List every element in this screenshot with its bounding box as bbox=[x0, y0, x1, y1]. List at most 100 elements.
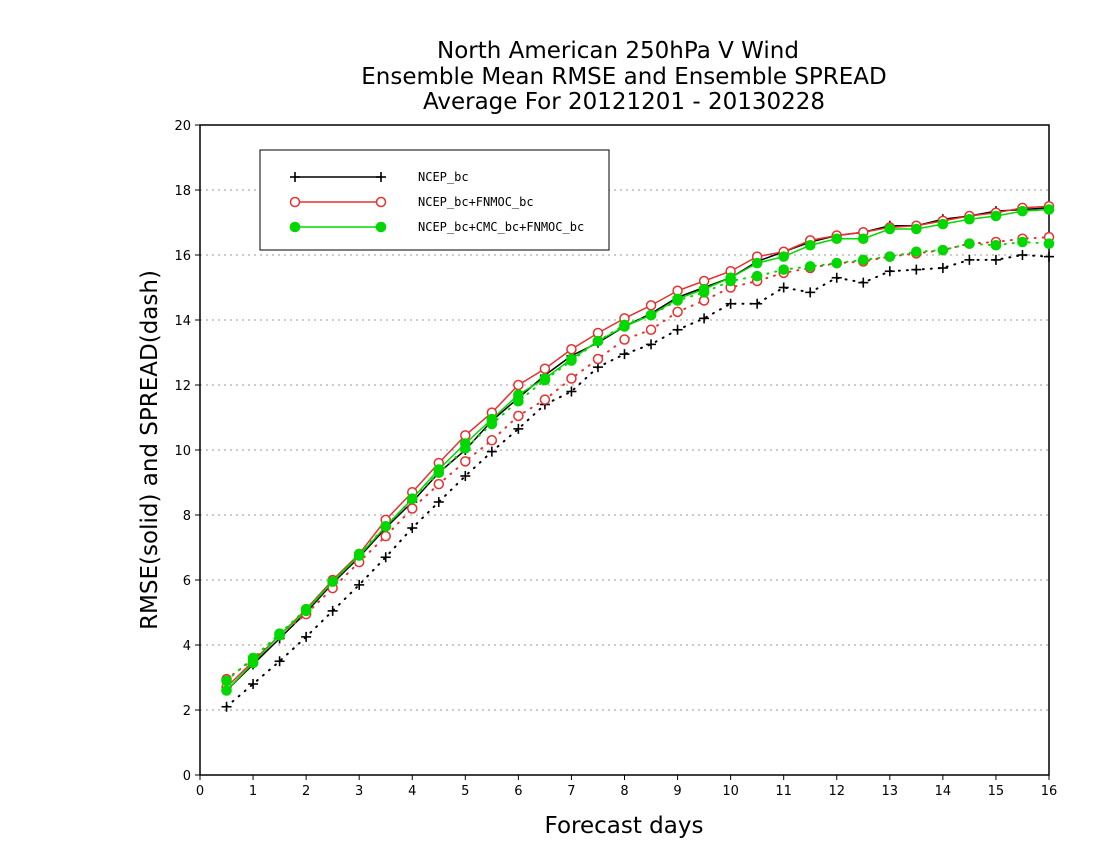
spread-point bbox=[354, 579, 365, 590]
rmse-point bbox=[964, 213, 975, 225]
rmse-point bbox=[672, 293, 683, 305]
legend-marker bbox=[290, 172, 300, 182]
spread-point bbox=[380, 552, 391, 563]
spread-point bbox=[964, 254, 975, 265]
rmse-point bbox=[460, 438, 471, 449]
spread-point bbox=[672, 306, 683, 318]
y-tick-label: 2 bbox=[183, 704, 191, 719]
rmse-point bbox=[327, 576, 338, 587]
y-tick-label: 20 bbox=[174, 119, 191, 134]
spread-point bbox=[1017, 236, 1028, 248]
series-2 bbox=[221, 204, 1055, 696]
rmse-point bbox=[353, 550, 365, 561]
grid bbox=[200, 189, 1049, 711]
spread-point bbox=[433, 478, 445, 490]
rmse-point bbox=[221, 685, 232, 696]
spread-point bbox=[804, 261, 816, 272]
rmse-point bbox=[513, 379, 524, 391]
spread-point bbox=[486, 435, 498, 446]
spread-point bbox=[645, 324, 657, 335]
legend-label: NCEP_bc bbox=[418, 170, 469, 184]
legend: NCEP_bc NCEP_bc+FNMOC_bc NCEP_bc+CMC_bc+FN… bbox=[259, 149, 610, 251]
spread-point bbox=[990, 254, 1001, 265]
series-0 bbox=[221, 202, 1054, 712]
legend-marker bbox=[375, 221, 387, 233]
spread-point bbox=[513, 410, 524, 422]
rmse-line bbox=[225, 208, 1050, 692]
rmse-point bbox=[486, 413, 498, 425]
rmse-point bbox=[831, 233, 843, 245]
spread-point bbox=[460, 456, 471, 467]
spread-point bbox=[884, 251, 896, 262]
legend-marker bbox=[376, 172, 386, 182]
spread-point bbox=[248, 679, 259, 689]
x-tick-label: 11 bbox=[775, 784, 792, 799]
spread-line bbox=[225, 236, 1050, 681]
spread-point bbox=[990, 239, 1002, 251]
title-line-1: North American 250hPa V Wind bbox=[437, 38, 799, 64]
legend-item-2: NCEP_bc+CMC_bc+FNMOC_bc bbox=[289, 220, 584, 234]
spread-point bbox=[619, 349, 630, 360]
spread-point bbox=[911, 264, 922, 275]
spread-point bbox=[619, 334, 630, 345]
y-tick-label: 16 bbox=[174, 249, 191, 264]
rmse-point bbox=[433, 464, 445, 475]
spread-point bbox=[460, 471, 471, 481]
legend-label: NCEP_bc+FNMOC_bc bbox=[418, 195, 534, 209]
rmse-line bbox=[226, 205, 1050, 688]
rmse-point bbox=[380, 521, 392, 532]
x-tick-label: 4 bbox=[408, 784, 416, 799]
spread-line bbox=[225, 253, 1050, 708]
rmse-point bbox=[645, 300, 657, 311]
spread-point bbox=[752, 298, 763, 309]
spread-point bbox=[725, 298, 736, 309]
spread-point bbox=[778, 282, 789, 293]
rmse-point bbox=[406, 493, 418, 505]
spread-point bbox=[566, 386, 577, 397]
y-axis-label: RMSE(solid) and SPREAD(dash) bbox=[137, 270, 163, 630]
legend-marker bbox=[375, 196, 387, 208]
rmse-point bbox=[698, 283, 710, 295]
legend-marker bbox=[289, 196, 301, 208]
legend-marker bbox=[289, 221, 301, 233]
y-tick-label: 10 bbox=[174, 444, 191, 459]
x-tick-label: 15 bbox=[988, 784, 1005, 799]
rmse-point bbox=[274, 629, 285, 641]
spread-point bbox=[884, 266, 895, 277]
spread-point bbox=[433, 497, 444, 507]
x-tick-label: 13 bbox=[882, 784, 899, 799]
spread-point bbox=[566, 373, 577, 384]
x-tick-label: 8 bbox=[620, 784, 628, 799]
spread-point bbox=[486, 446, 497, 457]
y-tick-label: 8 bbox=[183, 509, 191, 524]
rmse-point bbox=[1017, 205, 1028, 217]
spread-point bbox=[672, 324, 683, 335]
spread-point bbox=[751, 270, 763, 282]
x-tick-label: 0 bbox=[196, 784, 204, 799]
spread-point bbox=[805, 287, 816, 298]
spread-point bbox=[539, 394, 551, 405]
rmse-point bbox=[513, 389, 524, 401]
spread-point bbox=[407, 503, 418, 514]
spread-point bbox=[301, 631, 312, 642]
rmse-point bbox=[911, 223, 922, 235]
spread-point bbox=[699, 313, 710, 324]
rmse-point bbox=[857, 233, 869, 245]
rmse-point bbox=[990, 210, 1002, 222]
rmse-point bbox=[300, 605, 312, 617]
rmse-point bbox=[539, 363, 551, 374]
series-layer bbox=[221, 201, 1055, 712]
legend-label: NCEP_bc+CMC_bc+FNMOC_bc bbox=[418, 220, 584, 234]
legend-box bbox=[259, 149, 610, 251]
spread-point bbox=[831, 272, 842, 283]
x-tick-label: 10 bbox=[722, 784, 739, 799]
rmse-point bbox=[539, 373, 551, 384]
series-1 bbox=[221, 201, 1055, 693]
spread-point bbox=[858, 277, 869, 288]
x-tick-label: 7 bbox=[567, 784, 575, 799]
spread-point bbox=[937, 263, 948, 273]
spread-line bbox=[225, 240, 1050, 682]
spread-point bbox=[221, 701, 232, 712]
